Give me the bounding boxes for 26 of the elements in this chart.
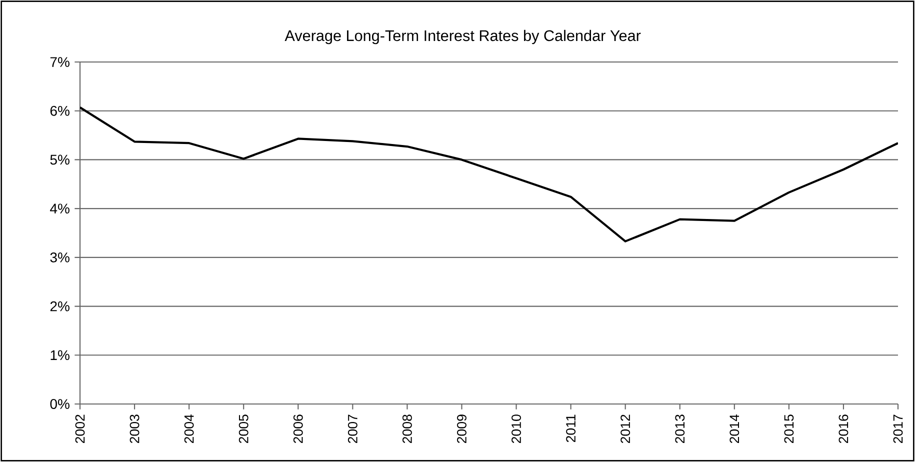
y-tick-label: 1% <box>50 350 70 360</box>
y-tick-label: 5% <box>50 154 70 165</box>
x-tick-label: 2013 <box>675 414 685 444</box>
y-tick-label: 4% <box>50 204 70 214</box>
y-tick-label: 7% <box>50 57 70 67</box>
y-tick-label: 2% <box>50 301 70 312</box>
x-tick-label: 2004 <box>184 414 194 444</box>
x-tick-label: 2003 <box>130 414 140 444</box>
x-tick-label: 2008 <box>402 414 412 444</box>
chart-title: Average Long-Term Interest Rates by Calendar Year <box>284 30 641 44</box>
x-tick-label: 2017 <box>893 414 903 444</box>
x-tick-label: 2015 <box>784 414 794 444</box>
y-tick-label: 6% <box>50 106 70 116</box>
y-tick-label: 3% <box>50 252 70 262</box>
x-tick-label: 2007 <box>348 414 358 444</box>
line-series <box>80 106 898 242</box>
y-tick-label: 0% <box>50 399 70 409</box>
x-tick-label: 2005 <box>238 414 248 444</box>
x-tick-label: 2016 <box>838 414 848 444</box>
x-tick-label: 2002 <box>75 414 85 444</box>
x-tick-label: 2014 <box>730 414 740 444</box>
x-tick-label: 2006 <box>293 414 303 444</box>
x-tick-label: 2012 <box>620 414 630 444</box>
x-tick-label: 2010 <box>512 414 521 444</box>
x-tick-label: 2009 <box>457 414 466 444</box>
x-tick-label: 2011 <box>566 414 576 442</box>
